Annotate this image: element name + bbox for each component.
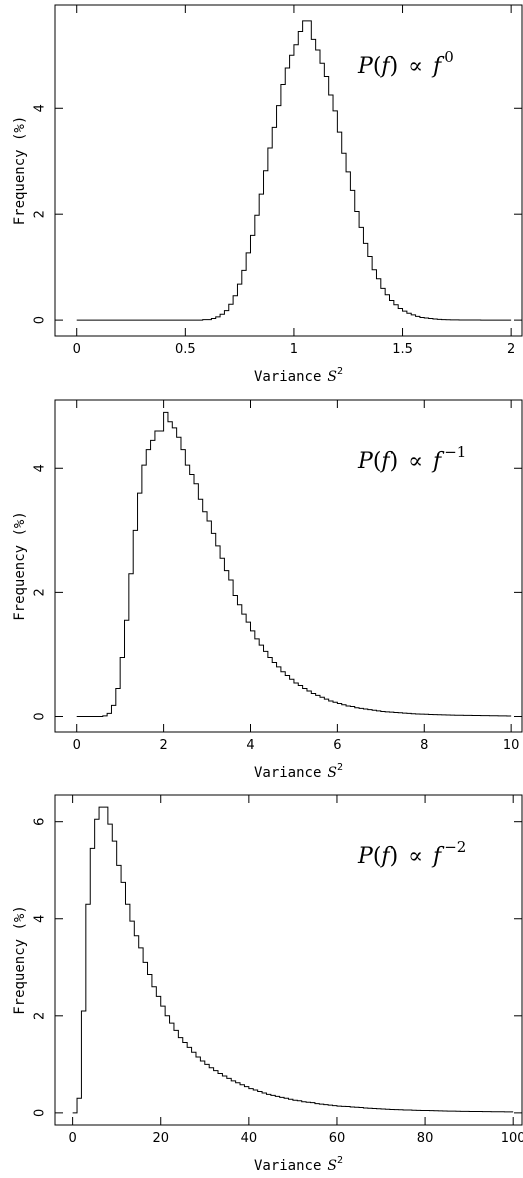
histogram-series	[72, 806, 514, 1114]
y-tick-label: 2	[33, 588, 48, 596]
plot-frame	[54, 399, 523, 733]
x-tick-label: 20	[152, 1131, 169, 1146]
x-tick-label: 4	[246, 738, 254, 753]
y-axis-label: Frequency (%)	[12, 116, 28, 226]
y-tick-label: 0	[33, 316, 48, 324]
x-tick-label: 1.5	[392, 342, 413, 357]
y-tick-label: 2	[33, 210, 48, 218]
x-tick-label: 100	[501, 1131, 523, 1146]
plot-frame	[54, 4, 523, 337]
x-tick-label: 2	[507, 342, 515, 357]
x-tick-label: 1	[290, 342, 298, 357]
x-tick-label: 0	[73, 738, 81, 753]
x-tick-label: 80	[417, 1131, 434, 1146]
x-tick-label: 40	[241, 1131, 258, 1146]
x-tick-label: 6	[333, 738, 341, 753]
chart-panel-3: 0 20 40 60 80 100 0 2 4 6 Variance S2 Frequency (%) P…	[12, 794, 523, 1174]
y-tick-label: 2	[33, 1012, 48, 1020]
x-tick-label: 60	[329, 1131, 346, 1146]
y-tick-label: 4	[33, 464, 48, 472]
power-law-annotation: P(f) ∝ f 0	[357, 48, 454, 79]
x-tick-label: 8	[420, 738, 428, 753]
x-tick-label: 0	[68, 1131, 76, 1146]
y-tick-label: 0	[33, 712, 48, 720]
y-axis-label: Frequency (%)	[12, 511, 28, 621]
x-tick-label: 10	[503, 738, 520, 753]
x-axis-label: Variance S2	[254, 762, 343, 781]
y-tick-label: 6	[33, 818, 48, 826]
y-tick-label: 4	[33, 104, 48, 112]
plot-frame	[54, 794, 523, 1126]
histogram-series	[76, 20, 512, 321]
power-law-annotation: P(f) ∝ f −1	[357, 443, 466, 474]
x-tick-label: 2	[159, 738, 167, 753]
y-axis-label: Frequency (%)	[12, 905, 28, 1015]
x-axis-label: Variance S2	[254, 1155, 343, 1174]
chart-panel-1: 0 0.5 1 1.5 2 0 2 4 Variance S2 Frequency (%) P(f) ∝…	[12, 4, 523, 385]
y-tick-label: 4	[33, 915, 48, 923]
power-law-annotation: P(f) ∝ f −2	[357, 838, 466, 869]
histogram-series	[76, 411, 512, 717]
y-tick-label: 0	[33, 1109, 48, 1117]
x-axis-label: Variance S2	[254, 366, 343, 385]
x-tick-label: 0.5	[175, 342, 196, 357]
x-tick-label: 0	[73, 342, 81, 357]
